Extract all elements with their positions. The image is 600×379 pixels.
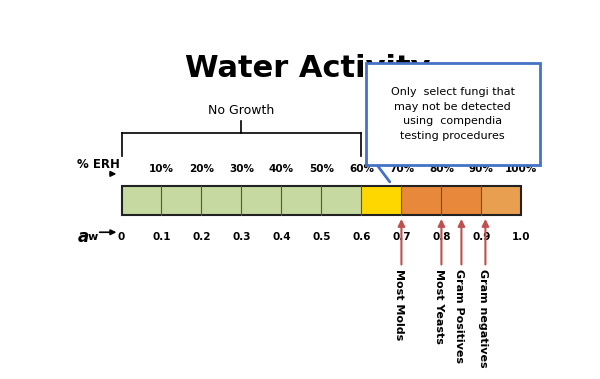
Text: Gram Positives: Gram Positives [454,269,464,363]
Text: 0.2: 0.2 [192,232,211,242]
FancyBboxPatch shape [121,186,361,215]
Text: Only  select fungi that
may not be detected
using  compendia
testing procedures: Only select fungi that may not be detect… [391,87,515,141]
Text: Water Activity: Water Activity [185,54,430,83]
Text: 0.3: 0.3 [232,232,251,242]
Text: 0.6: 0.6 [352,232,371,242]
Text: 60%: 60% [349,164,374,174]
Text: 0.1: 0.1 [152,232,171,242]
Text: 0.5: 0.5 [312,232,331,242]
FancyBboxPatch shape [361,186,401,215]
Text: 70%: 70% [389,164,414,174]
Text: 40%: 40% [269,164,294,174]
Text: % ERH: % ERH [77,158,120,171]
Text: 90%: 90% [469,164,494,174]
Text: 0.9: 0.9 [472,232,491,242]
Text: 0.8: 0.8 [432,232,451,242]
Text: 20%: 20% [189,164,214,174]
Text: 0.4: 0.4 [272,232,291,242]
Text: No Growth: No Growth [208,104,275,117]
FancyBboxPatch shape [481,186,521,215]
Text: a: a [77,228,89,246]
Text: 50%: 50% [309,164,334,174]
Text: 0: 0 [118,232,125,242]
Text: 80%: 80% [429,164,454,174]
FancyBboxPatch shape [365,63,540,165]
Text: 10%: 10% [149,164,174,174]
Text: 0.7: 0.7 [392,232,411,242]
Text: w: w [88,232,98,242]
Text: 100%: 100% [505,164,538,174]
FancyBboxPatch shape [401,186,481,215]
Text: Most Yeasts: Most Yeasts [434,269,444,344]
Text: 30%: 30% [229,164,254,174]
Text: 1.0: 1.0 [512,232,530,242]
Text: Gram negatives: Gram negatives [478,269,488,367]
Text: Most Molds: Most Molds [394,269,404,340]
